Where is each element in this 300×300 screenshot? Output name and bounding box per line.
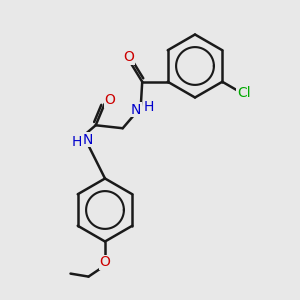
Text: H: H — [72, 135, 82, 149]
Text: O: O — [105, 93, 116, 107]
Text: O: O — [99, 255, 110, 269]
Text: N: N — [82, 133, 92, 147]
Text: N: N — [131, 103, 141, 117]
Text: H: H — [144, 100, 154, 114]
Text: Cl: Cl — [237, 86, 250, 100]
Text: O: O — [123, 50, 134, 64]
